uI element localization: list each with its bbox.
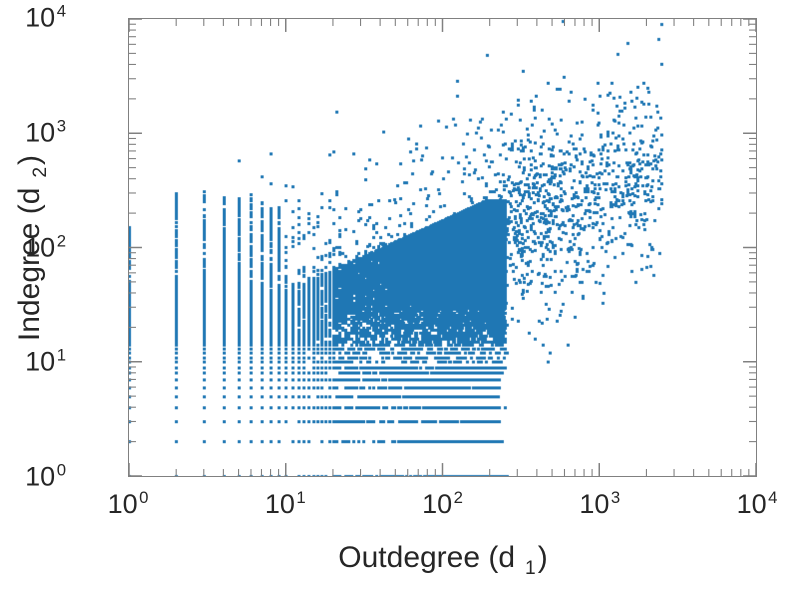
x-tick-label-4: 104 [736, 488, 778, 519]
x-tick-label-1: 101 [264, 488, 306, 519]
plot-area [128, 18, 757, 477]
x-axis-title-subscript: 1 [525, 558, 536, 579]
x-tick-label-2: 102 [422, 488, 463, 519]
x-tick-label-3: 103 [579, 488, 621, 519]
y-tick-label-1: 101 [25, 345, 66, 377]
scatter-canvas [129, 19, 756, 476]
y-tick-label-3: 103 [25, 116, 66, 148]
x-axis-title: Outdegree (d 1) [338, 541, 548, 579]
y-axis-title: Indegree (d2) [13, 154, 51, 342]
y-tick-label-0: 100 [25, 460, 66, 492]
x-tick-label-0: 100 [107, 488, 149, 519]
y-tick-label-2: 102 [25, 231, 66, 262]
y-axis-title-subscript: 2 [30, 166, 51, 178]
y-tick-label-4: 104 [25, 1, 66, 33]
